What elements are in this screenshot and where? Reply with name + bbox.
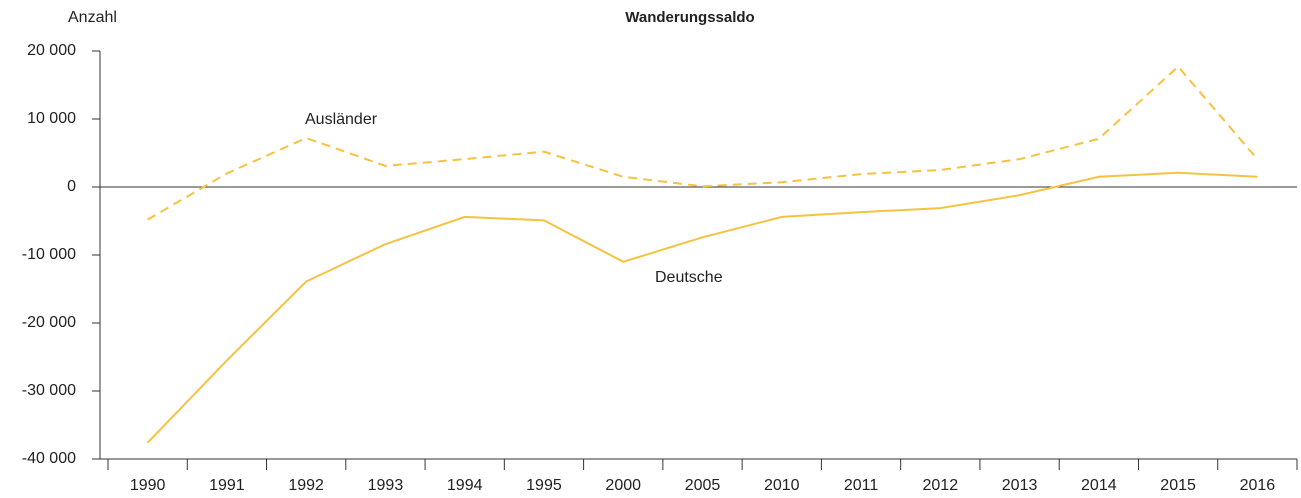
series-label: Deutsche xyxy=(655,269,723,286)
x-tick-label: 2000 xyxy=(605,477,641,494)
y-axis-label: Anzahl xyxy=(68,9,117,26)
y-tick-label: 10 000 xyxy=(27,110,76,127)
x-tick-label: 1994 xyxy=(447,477,483,494)
series-line xyxy=(147,65,1259,221)
y-tick-label: -30 000 xyxy=(22,382,76,399)
x-tick-label: 1995 xyxy=(526,477,562,494)
x-tick-label: 2010 xyxy=(764,477,800,494)
x-tick-label: 1993 xyxy=(368,477,404,494)
y-tick-label: -10 000 xyxy=(22,246,76,263)
x-tick-label: 2014 xyxy=(1081,477,1117,494)
x-tick-label: 2012 xyxy=(923,477,959,494)
x-tick-label: 2011 xyxy=(844,477,879,494)
x-tick-label: 2015 xyxy=(1160,477,1196,494)
chart-title: Wanderungssaldo xyxy=(625,9,754,26)
y-tick-label: -40 000 xyxy=(22,450,76,467)
x-tick-label: 2005 xyxy=(685,477,721,494)
x-tick-label: 1992 xyxy=(288,477,324,494)
y-tick-label: 0 xyxy=(67,178,76,195)
series-line xyxy=(146,171,1258,444)
x-tick-label: 2016 xyxy=(1240,477,1276,494)
x-tick-label: 1991 xyxy=(209,477,245,494)
y-tick-label: 20 000 xyxy=(27,42,76,59)
y-tick-label: -20 000 xyxy=(22,314,76,331)
x-tick-label: 2013 xyxy=(1002,477,1038,494)
x-tick-label: 1990 xyxy=(130,477,166,494)
series-label: Ausländer xyxy=(305,111,378,128)
